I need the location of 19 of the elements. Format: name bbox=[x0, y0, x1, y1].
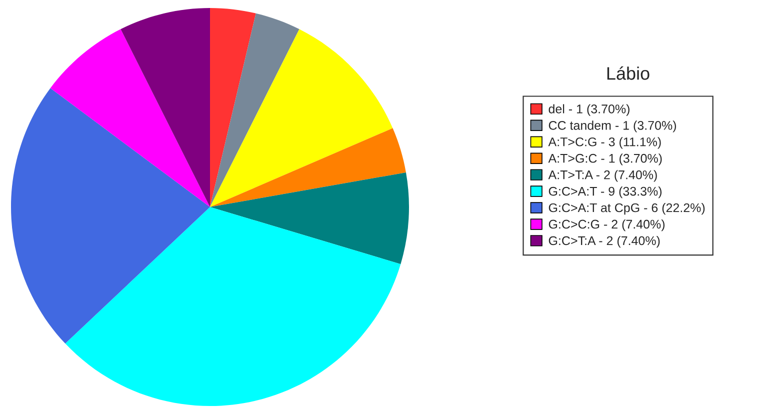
legend-label: del - 1 (3.70%) bbox=[548, 104, 630, 116]
pie-slice bbox=[50, 29, 210, 207]
pie-slice bbox=[210, 13, 300, 207]
pie-slice bbox=[120, 8, 210, 207]
legend-label: G:C>C:G - 2 (7.40%) bbox=[548, 219, 665, 232]
legend-label: G:C>A:T at CpG - 6 (22.2%) bbox=[548, 203, 705, 215]
legend-label: A:T>G:C - 1 (3.70%) bbox=[548, 154, 662, 166]
legend-label: CC tandem - 1 (3.70%) bbox=[548, 120, 676, 132]
pie-slice bbox=[210, 172, 409, 264]
legend-label: A:T>C:G - 3 (11.1%) bbox=[548, 137, 661, 149]
pie-slice bbox=[11, 88, 210, 344]
pie-slice bbox=[210, 29, 393, 207]
pie-slice bbox=[210, 8, 256, 207]
pie-slice bbox=[65, 207, 401, 406]
legend-label: G:C>A:T - 9 (33.3%) bbox=[548, 186, 662, 198]
legend-label: A:T>T:A - 2 (7.40%) bbox=[548, 170, 657, 182]
legend-label: G:C>T:A - 2 (7.40%) bbox=[548, 236, 660, 248]
text: Lábio bbox=[607, 66, 650, 80]
pie-slice bbox=[210, 128, 406, 207]
